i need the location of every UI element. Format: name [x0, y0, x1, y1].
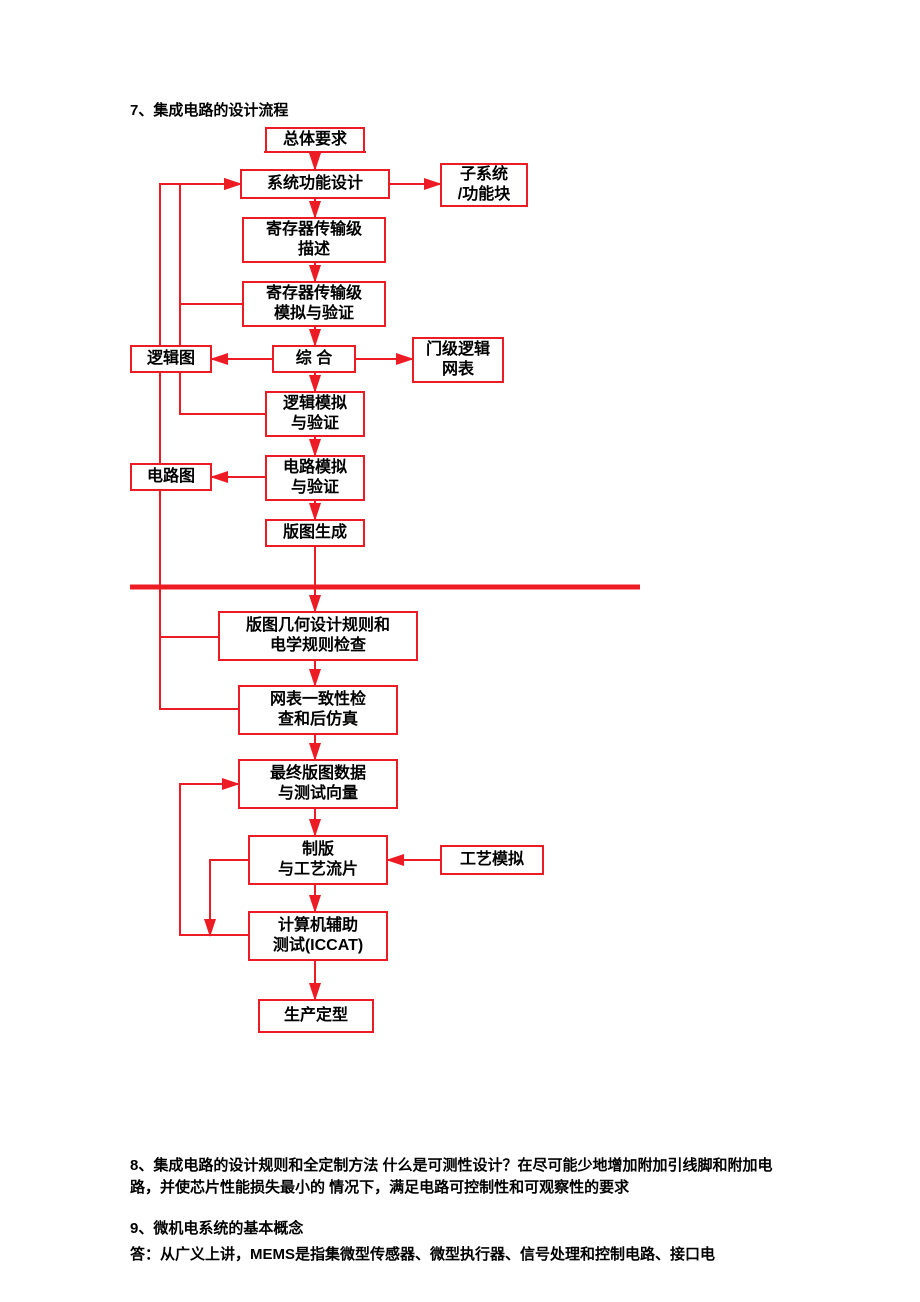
q8-text: 8、集成电路的设计规则和全定制方法 什么是可测性设计？在尽可能少地增加附加引线脚…: [130, 1155, 790, 1200]
flow-node-n6: 逻辑图: [130, 345, 212, 373]
flow-node-n7: 综 合: [272, 345, 356, 373]
flow-node-n9: 逻辑模拟 与验证: [265, 391, 365, 437]
flow-node-n4: 寄存器传输级 描述: [242, 217, 386, 263]
flow-node-n5: 寄存器传输级 模拟与验证: [242, 281, 386, 327]
q9-answer: 答：从广义上讲，MEMS是指集微型传感器、微型执行器、信号处理和控制电路、接口电: [130, 1244, 790, 1267]
flow-node-n11: 电路模拟 与验证: [265, 455, 365, 501]
flow-node-n14: 网表一致性检 查和后仿真: [238, 685, 398, 735]
flowchart: 总体要求系统功能设计子系统 /功能块寄存器传输级 描述寄存器传输级 模拟与验证逻…: [130, 127, 790, 1137]
flow-node-n12: 版图生成: [265, 519, 365, 547]
q7-heading: 7、集成电路的设计流程: [130, 100, 790, 123]
flow-node-n10: 电路图: [130, 463, 212, 491]
flow-node-n8: 门级逻辑 网表: [412, 337, 504, 383]
q9-heading: 9、微机电系统的基本概念: [130, 1218, 790, 1241]
flow-node-n3: 子系统 /功能块: [440, 163, 528, 207]
page: 7、集成电路的设计流程 总体要求系统功能设计 子系统 /功能块寄存器传输级 描述寄…: [0, 0, 920, 1302]
flow-node-n16: 制版 与工艺流片: [248, 835, 388, 885]
flow-node-n1: 总体要求: [265, 127, 365, 153]
flow-node-n2: 系统功能设计: [240, 169, 390, 199]
flow-node-n15: 最终版图数据 与测试向量: [238, 759, 398, 809]
flow-node-n17: 工艺模拟: [440, 845, 544, 875]
flow-node-n18: 计算机辅助 测试(ICCAT): [248, 911, 388, 961]
flow-node-n13: 版图几何设计规则和 电学规则检查: [218, 611, 418, 661]
flow-node-n19: 生产定型: [258, 999, 374, 1033]
